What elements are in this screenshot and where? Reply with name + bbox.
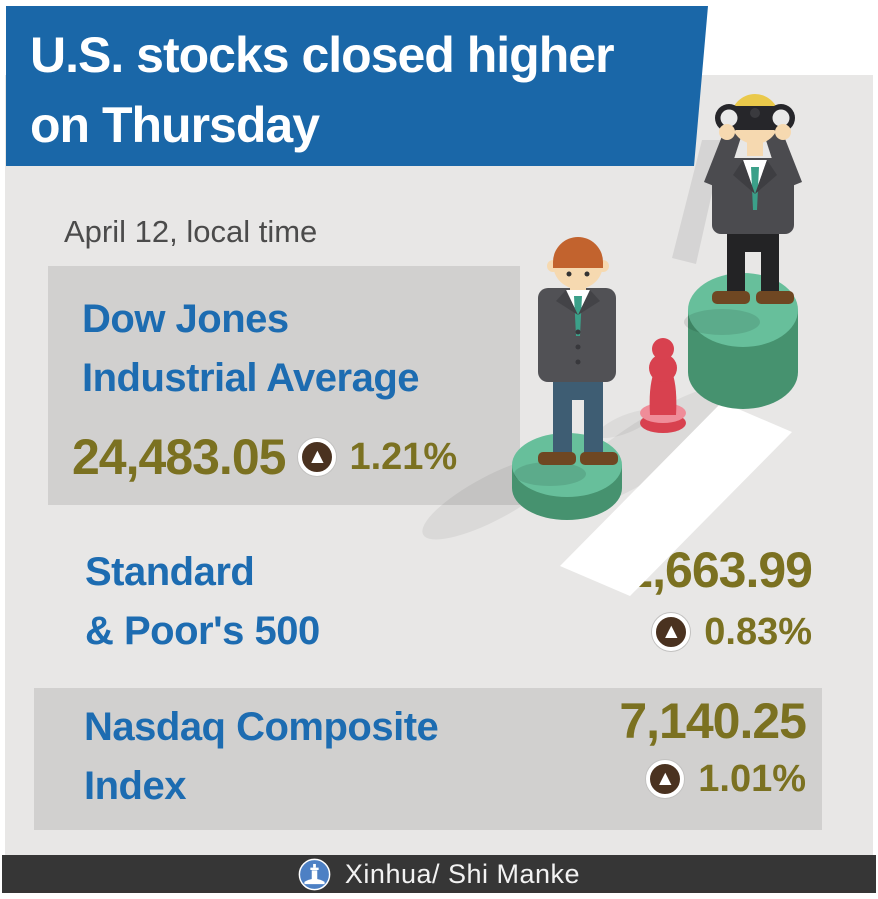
credit-text: Xinhua/ Shi Manke [344, 858, 581, 889]
up-arrow-glyph: ▲ [654, 766, 676, 790]
sp500-change-row: ▲ 0.83% [625, 609, 812, 655]
footer-bar: Xinhua/ Shi Manke [2, 855, 876, 893]
sp500-change: 0.83% [704, 611, 812, 653]
nasdaq-name-line-2: Index [84, 764, 186, 808]
nasdaq-name-line-1: Nasdaq Composite [84, 705, 439, 749]
nasdaq-name: Nasdaq Composite Index [84, 698, 439, 816]
up-arrow-glyph: ▲ [660, 619, 682, 643]
dow-value-row: 24,483.05 ▲ 1.21% [72, 430, 457, 484]
sp-name-line-1: Standard [85, 550, 255, 594]
nasdaq-change-row: ▲ 1.01% [619, 756, 806, 802]
dow-value: 24,483.05 [72, 429, 286, 485]
title-line-1: U.S. stocks closed higher [30, 27, 614, 83]
header-band: U.S. stocks closed higher on Thursday [6, 6, 708, 166]
title-line-2: on Thursday [30, 97, 320, 153]
dow-name-line-2: Industrial Average [82, 356, 420, 400]
nasdaq-value-block: 7,140.25 ▲ 1.01% [619, 693, 807, 802]
xinhua-logo [298, 858, 331, 890]
up-arrow-icon: ▲ [646, 760, 685, 798]
nasdaq-change: 1.01% [698, 758, 806, 800]
up-arrow-glyph: ▲ [307, 444, 328, 468]
dow-change: 1.21% [349, 436, 458, 478]
sp500-value: 2,663.99 [625, 542, 813, 598]
up-arrow-icon: ▲ [298, 438, 337, 476]
date-label: April 12, local time [64, 214, 318, 249]
dow-jones-card: Dow Jones Industrial Average 24,483.05 ▲… [48, 266, 520, 505]
nasdaq-value: 7,140.25 [619, 693, 807, 749]
sp500-name-lines: Standard & Poor's 500 [85, 543, 320, 661]
nasdaq-card: Nasdaq Composite Index 7,140.25 ▲ 1.01% [34, 688, 822, 830]
dow-name-line-1: Dow Jones [82, 297, 289, 341]
dow-jones-name: Dow Jones Industrial Average [82, 290, 420, 408]
page-title: U.S. stocks closed higher on Thursday [6, 6, 708, 160]
sp-name-line-2: & Poor's 500 [85, 609, 320, 653]
sp500-value-block: 2,663.99 ▲ 0.83% [625, 542, 813, 655]
sp500-name: Standard & Poor's 500 [85, 543, 320, 661]
up-arrow-icon: ▲ [652, 613, 691, 651]
